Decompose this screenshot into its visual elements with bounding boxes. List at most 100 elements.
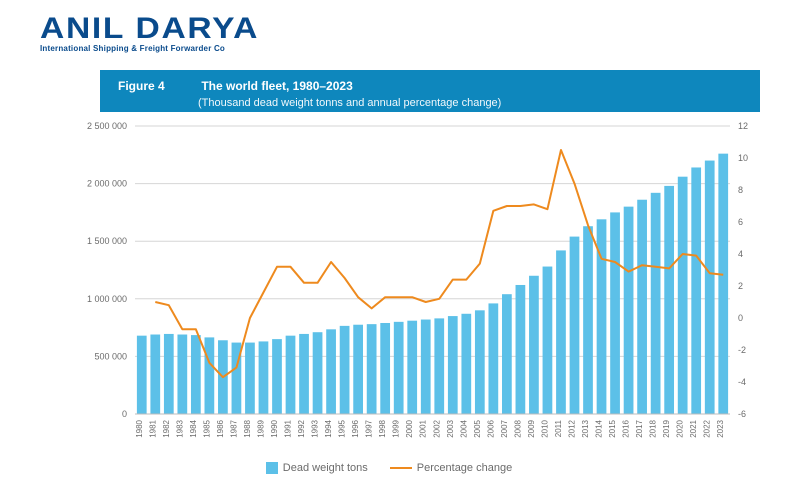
legend-item: Percentage change [390, 462, 512, 474]
svg-text:1999: 1999 [392, 419, 401, 437]
bar [137, 336, 147, 414]
bar [637, 200, 647, 414]
bar [164, 334, 174, 414]
svg-text:2 000 000: 2 000 000 [87, 179, 127, 189]
svg-text:2014: 2014 [595, 419, 604, 437]
svg-text:10: 10 [738, 153, 748, 163]
svg-text:2008: 2008 [513, 419, 522, 437]
bar [610, 212, 620, 414]
svg-text:1989: 1989 [256, 419, 265, 437]
bar [434, 318, 444, 414]
svg-text:2009: 2009 [527, 419, 536, 437]
svg-text:500 000: 500 000 [94, 351, 127, 361]
bar [299, 334, 309, 414]
svg-text:1985: 1985 [202, 419, 211, 437]
bar [461, 314, 471, 414]
svg-text:2017: 2017 [635, 419, 644, 437]
svg-text:2005: 2005 [473, 419, 482, 437]
svg-text:-4: -4 [738, 377, 746, 387]
bar [205, 337, 215, 414]
bar [448, 316, 458, 414]
bar [380, 323, 390, 414]
svg-text:1993: 1993 [311, 419, 320, 437]
bar [529, 276, 539, 414]
bar [353, 325, 363, 414]
svg-text:1997: 1997 [365, 419, 374, 437]
svg-text:2010: 2010 [540, 419, 549, 437]
svg-text:1987: 1987 [229, 419, 238, 437]
svg-text:1983: 1983 [175, 419, 184, 437]
svg-text:1982: 1982 [162, 419, 171, 437]
svg-text:-2: -2 [738, 345, 746, 355]
bar [502, 294, 512, 414]
bar [286, 336, 296, 414]
svg-text:1 000 000: 1 000 000 [87, 294, 127, 304]
svg-text:2001: 2001 [419, 419, 428, 437]
svg-text:1995: 1995 [338, 419, 347, 437]
svg-text:4: 4 [738, 249, 743, 259]
bar [570, 237, 580, 414]
svg-text:1998: 1998 [378, 419, 387, 437]
svg-text:2016: 2016 [622, 419, 631, 437]
bar [394, 322, 404, 414]
svg-text:2007: 2007 [500, 419, 509, 437]
svg-text:2019: 2019 [662, 419, 671, 437]
bar [245, 343, 255, 414]
svg-text:1991: 1991 [284, 419, 293, 437]
svg-text:2022: 2022 [703, 419, 712, 437]
svg-text:2002: 2002 [432, 419, 441, 437]
bar [475, 310, 485, 414]
bar [326, 329, 336, 414]
bar [624, 207, 634, 414]
svg-text:2003: 2003 [446, 419, 455, 437]
svg-text:2018: 2018 [649, 419, 658, 437]
svg-text:1980: 1980 [135, 419, 144, 437]
bar [556, 250, 566, 414]
bar [583, 226, 593, 414]
bar [651, 193, 661, 414]
bar [272, 339, 282, 414]
bar [543, 267, 553, 414]
svg-text:2006: 2006 [486, 419, 495, 437]
svg-text:2020: 2020 [676, 419, 685, 437]
svg-text:1990: 1990 [270, 419, 279, 437]
svg-text:6: 6 [738, 217, 743, 227]
bar [313, 332, 323, 414]
svg-text:1986: 1986 [216, 419, 225, 437]
svg-text:2000: 2000 [405, 419, 414, 437]
svg-text:1996: 1996 [351, 419, 360, 437]
bar [367, 324, 377, 414]
bar [664, 186, 674, 414]
svg-text:2013: 2013 [581, 419, 590, 437]
svg-text:2011: 2011 [554, 419, 563, 437]
svg-text:2: 2 [738, 281, 743, 291]
svg-text:8: 8 [738, 185, 743, 195]
chart-legend: Dead weight tons Percentage change [0, 462, 800, 474]
bar [516, 285, 526, 414]
svg-text:2015: 2015 [608, 419, 617, 437]
bar [488, 303, 498, 414]
svg-text:1 500 000: 1 500 000 [87, 236, 127, 246]
bar [691, 167, 701, 414]
svg-text:1981: 1981 [148, 419, 157, 437]
svg-text:0: 0 [122, 409, 127, 419]
bar [678, 177, 688, 414]
svg-text:2 500 000: 2 500 000 [87, 121, 127, 131]
svg-text:2004: 2004 [459, 419, 468, 437]
legend-item: Dead weight tons [266, 462, 368, 474]
svg-text:1988: 1988 [243, 419, 252, 437]
bar [259, 341, 269, 414]
svg-text:1994: 1994 [324, 419, 333, 437]
svg-text:-6: -6 [738, 409, 746, 419]
bar [177, 335, 187, 414]
bar [421, 320, 431, 414]
bar [191, 335, 201, 414]
svg-text:1984: 1984 [189, 419, 198, 437]
chart-canvas: 0 500 000 1 000 000 1 500 000 2 000 000 2 500… [0, 0, 800, 460]
bar [407, 321, 417, 414]
bar [340, 326, 350, 414]
svg-text:0: 0 [738, 313, 743, 323]
bar [705, 161, 715, 414]
svg-text:2021: 2021 [689, 419, 698, 437]
svg-text:2012: 2012 [567, 419, 576, 437]
